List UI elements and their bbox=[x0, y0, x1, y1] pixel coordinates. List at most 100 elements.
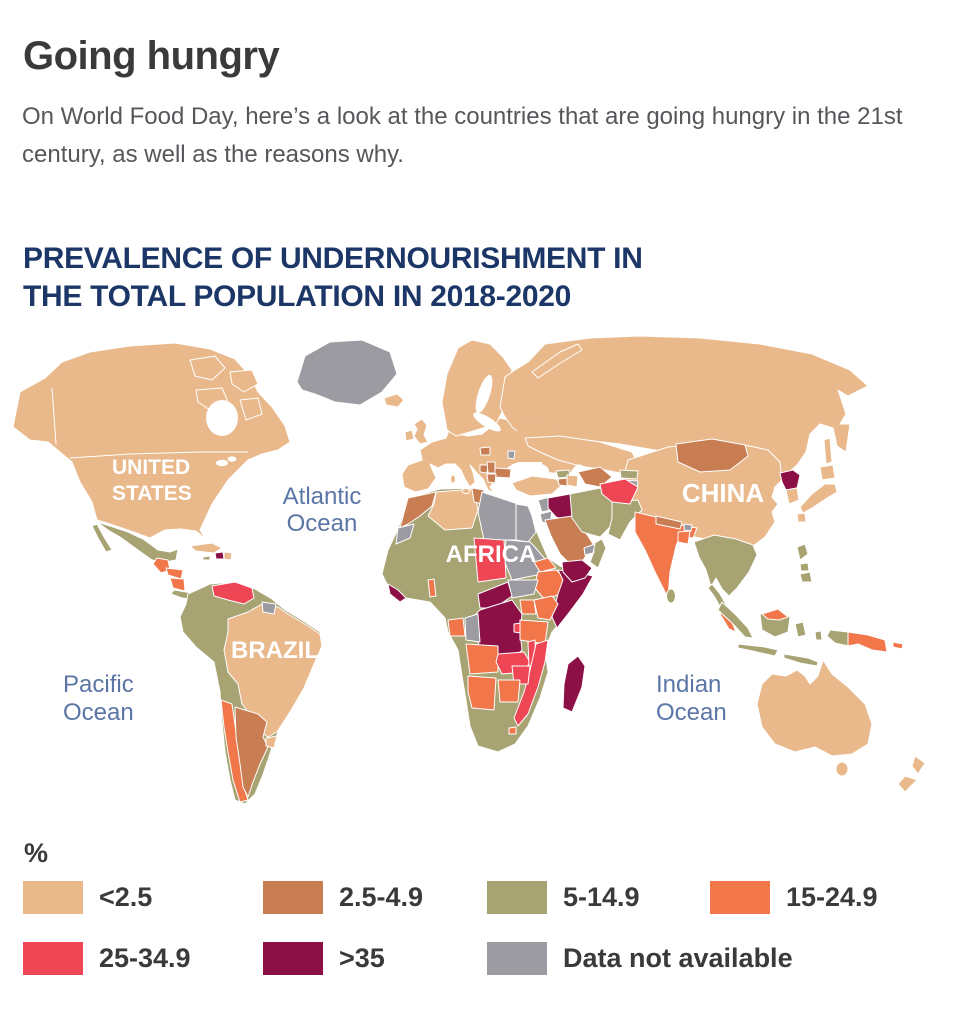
region-philippines-luzon bbox=[796, 543, 809, 561]
legend-swatch-2-5-4-9 bbox=[263, 881, 323, 914]
region-south-korea bbox=[785, 487, 800, 505]
region-congo bbox=[464, 613, 481, 643]
legend-item-nodata: Data not available bbox=[487, 942, 793, 975]
region-bhutan bbox=[683, 523, 693, 532]
legend-label-15-24-9: 15-24.9 bbox=[786, 882, 878, 912]
region-gabon bbox=[447, 617, 466, 637]
heading-line-1: PREVALENCE OF UNDERNOURISHMENT IN bbox=[23, 242, 643, 275]
legend-swatch-25-34-9 bbox=[23, 942, 83, 975]
region-moldova bbox=[507, 450, 516, 460]
region-north-korea bbox=[779, 469, 801, 491]
region-new-zealand-south bbox=[897, 775, 918, 793]
region-uganda bbox=[519, 599, 537, 615]
label-united-states-2: STATES bbox=[112, 482, 192, 505]
region-bulgaria bbox=[494, 467, 512, 479]
region-japan-honshu bbox=[799, 483, 838, 514]
region-mongolia bbox=[675, 438, 749, 473]
region-new-britain bbox=[892, 641, 904, 650]
region-uae bbox=[583, 543, 596, 556]
region-dominican-republic bbox=[223, 551, 233, 561]
region-cuba bbox=[189, 542, 223, 554]
region-pakistan bbox=[607, 499, 643, 541]
label-pacific-ocean: Pacific bbox=[63, 671, 134, 698]
region-argentina bbox=[234, 706, 269, 798]
region-java bbox=[737, 643, 779, 657]
region-new-zealand-north bbox=[911, 755, 926, 775]
legend-swatch-nodata bbox=[487, 942, 547, 975]
label-china: CHINA bbox=[682, 478, 765, 508]
world-choropleth-map: UNITED STATES Atlantic Ocean CHINA AFRIC… bbox=[0, 332, 956, 847]
region-sakhalin bbox=[823, 437, 833, 465]
region-jamaica bbox=[202, 555, 211, 561]
region-australia bbox=[756, 659, 873, 757]
region-serbia bbox=[486, 461, 496, 474]
region-east-malaysia bbox=[761, 608, 789, 621]
region-iceland bbox=[383, 393, 405, 408]
region-arctic-island bbox=[239, 397, 263, 421]
legend-label-25-34-9: 25-34.9 bbox=[99, 943, 191, 973]
label-africa: AFRICA bbox=[446, 541, 537, 568]
region-indochina bbox=[693, 534, 758, 597]
legend-item-gt35: >35 bbox=[263, 942, 385, 975]
region-philippines-visayas bbox=[799, 562, 810, 572]
label-indian-ocean-2: Ocean bbox=[656, 699, 727, 726]
region-sumatra bbox=[717, 601, 754, 639]
region-central-african-republic bbox=[477, 581, 513, 609]
region-greenland bbox=[296, 339, 398, 406]
legend-swatch-15-24-9 bbox=[710, 881, 770, 914]
legend-label-lt2-5: <2.5 bbox=[99, 882, 153, 912]
region-sardinia bbox=[450, 474, 456, 484]
region-botswana bbox=[497, 679, 521, 703]
region-haiti bbox=[214, 551, 225, 560]
region-sierra-leone-liberia bbox=[387, 583, 407, 603]
legend-swatch-gt35 bbox=[263, 942, 323, 975]
map-section-heading: PREVALENCE OF UNDERNOURISHMENT IN THE TO… bbox=[23, 240, 643, 315]
legend-swatch-5-14-9 bbox=[487, 881, 547, 914]
label-atlantic-ocean: Atlantic bbox=[283, 483, 362, 510]
region-azerbaijan bbox=[566, 474, 579, 488]
region-uk bbox=[413, 418, 429, 445]
region-kenya bbox=[533, 595, 559, 621]
region-suriname bbox=[261, 601, 277, 615]
region-papua-new-guinea bbox=[847, 631, 888, 653]
region-tasmania bbox=[835, 761, 849, 777]
label-atlantic-ocean-2: Ocean bbox=[287, 510, 358, 537]
legend-label-5-14-9: 5-14.9 bbox=[563, 882, 640, 912]
region-mexico bbox=[96, 521, 179, 563]
region-central-asia bbox=[524, 435, 639, 475]
region-western-sahara bbox=[395, 523, 415, 545]
region-nepal bbox=[655, 515, 683, 530]
heading-line-2: THE TOTAL POPULATION IN 2018-2020 bbox=[23, 279, 572, 313]
region-west-papua bbox=[826, 629, 849, 647]
legend-label-gt35: >35 bbox=[339, 943, 385, 973]
region-uruguay bbox=[265, 735, 278, 749]
label-united-states: UNITED bbox=[112, 456, 190, 479]
region-egypt bbox=[515, 503, 537, 543]
region-chad bbox=[473, 537, 507, 583]
region-eritrea bbox=[533, 557, 557, 573]
legend-item-5-14-9: 5-14.9 bbox=[487, 881, 640, 914]
region-scandinavia bbox=[441, 339, 513, 437]
region-nicaragua bbox=[169, 577, 186, 592]
region-philippines-mindanao bbox=[799, 571, 813, 583]
legend-item-25-34-9: 25-34.9 bbox=[23, 942, 191, 975]
region-yemen bbox=[561, 559, 593, 583]
region-venezuela bbox=[211, 581, 255, 605]
region-sicily bbox=[461, 488, 471, 494]
region-turkmenistan bbox=[577, 466, 613, 488]
page-subtitle: On World Food Day, here’s a look at the … bbox=[22, 103, 903, 169]
region-afghanistan bbox=[599, 478, 639, 505]
region-madagascar bbox=[562, 655, 586, 713]
region-brazil bbox=[223, 603, 323, 738]
region-russia bbox=[499, 335, 869, 485]
legend-item-2-5-4-9: 2.5-4.9 bbox=[263, 881, 423, 914]
region-ireland bbox=[404, 429, 415, 442]
region-lesotho bbox=[508, 726, 517, 735]
legend-item-lt2-5: <2.5 bbox=[23, 881, 152, 914]
region-japan-hokkaido bbox=[819, 464, 836, 481]
region-baja-california bbox=[91, 523, 113, 553]
region-namibia bbox=[467, 675, 497, 711]
region-bosnia bbox=[479, 464, 489, 474]
label-brazil: BRAZIL bbox=[231, 637, 319, 664]
